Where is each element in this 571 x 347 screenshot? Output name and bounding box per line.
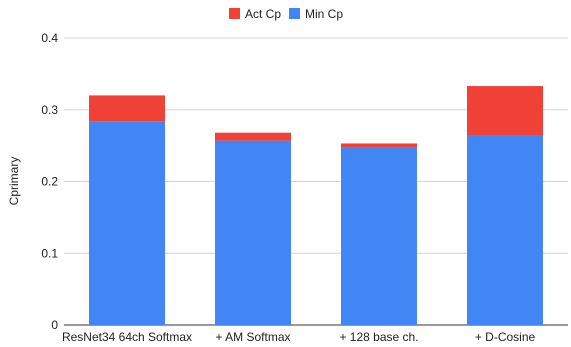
y-axis-label: Cprimary — [7, 157, 21, 206]
bar-min-cp — [215, 140, 291, 325]
x-category-label: + AM Softmax — [215, 330, 290, 344]
x-category-label: ResNet34 64ch Softmax — [62, 330, 192, 344]
legend-label: Act Cp — [245, 7, 281, 21]
y-tick-label: 0.3 — [41, 103, 58, 117]
bar-min-cp — [467, 135, 543, 325]
y-tick-label: 0.2 — [41, 175, 58, 189]
x-axis: ResNet34 64ch Softmax + AM Softmax + 128 b… — [62, 330, 536, 344]
bar-min-cp — [341, 147, 417, 325]
bar-act-cp — [215, 132, 291, 141]
bars — [89, 86, 543, 325]
y-tick-label: 0 — [51, 318, 58, 332]
legend: Act Cp Min Cp — [229, 7, 343, 21]
bar-act-cp — [341, 143, 417, 148]
x-category-label: + D-Cosine — [475, 330, 536, 344]
bar-act-cp — [467, 86, 543, 136]
bar-min-cp — [89, 121, 165, 325]
y-tick-label: 0.4 — [41, 31, 58, 45]
legend-swatch — [289, 8, 300, 19]
y-tick-label: 0.1 — [41, 246, 58, 260]
legend-swatch — [229, 8, 240, 19]
x-category-label: + 128 base ch. — [339, 330, 418, 344]
legend-label: Min Cp — [305, 7, 343, 21]
y-axis: 0 0.1 0.2 0.3 0.4 — [41, 31, 58, 332]
bar-act-cp — [89, 95, 165, 122]
